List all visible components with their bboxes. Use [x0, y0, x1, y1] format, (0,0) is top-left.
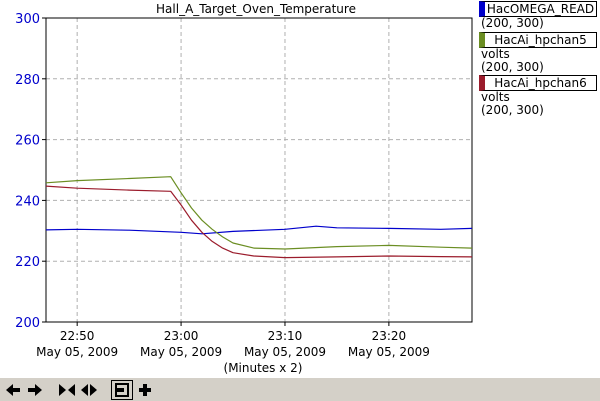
chart-title: Hall_A_Target_Oven_Temperature — [156, 2, 356, 16]
x-tick-date-label: May 05, 2009 — [140, 345, 222, 359]
x-tick-label: 23:10 — [268, 329, 303, 343]
x-tick-label: 23:20 — [372, 329, 407, 343]
arrow-left-icon[interactable] — [3, 381, 23, 399]
legend-label-omega: HacOMEGA_READ — [486, 2, 595, 16]
legend-item-hpchan6[interactable]: HacAi_hpchan6 — [479, 75, 597, 91]
legend-label-hpchan6: HacAi_hpchan6 — [494, 76, 587, 90]
legend-range-omega: (200, 300) — [481, 16, 544, 30]
x-tick-label: 23:00 — [164, 329, 199, 343]
add-icon[interactable] — [135, 381, 155, 399]
pointer-mode-icon[interactable] — [111, 379, 133, 400]
y-tick-label: 280 — [15, 73, 40, 88]
y-tick-label: 300 — [15, 12, 40, 27]
legend-range-hpchan6: (200, 300) — [481, 103, 544, 117]
legend-label-hpchan5: HacAi_hpchan5 — [494, 33, 587, 47]
series-line-HacAi_hpchan6 — [45, 185, 473, 259]
x-axis: 22:50 May 05, 2009 23:00 May 05, 2009 23:10 M… — [36, 322, 430, 359]
zoom-in-x-icon[interactable] — [57, 381, 77, 399]
legend-range-hpchan5: (200, 300) — [481, 60, 544, 74]
x-tick-date-label: May 05, 2009 — [348, 345, 430, 359]
series-line-HacAi_hpchan5 — [45, 176, 473, 250]
y-tick-label: 220 — [15, 255, 40, 270]
grid — [46, 18, 472, 322]
y-tick-label: 200 — [15, 316, 40, 331]
x-tick-label: 22:50 — [60, 329, 95, 343]
y-tick-label: 260 — [15, 134, 40, 149]
arrow-right-icon[interactable] — [25, 381, 45, 399]
toolbar — [0, 377, 600, 401]
series-line-HacOMEGA_READ — [45, 225, 473, 235]
plot-frame — [45, 17, 473, 323]
x-tick-date-label: May 05, 2009 — [36, 345, 118, 359]
x-tick-date-label: May 05, 2009 — [244, 345, 326, 359]
legend-units-hpchan5: volts — [481, 47, 510, 61]
series-layer — [45, 176, 473, 259]
legend-units-hpchan6: volts — [481, 90, 510, 104]
x-axis-label: (Minutes x 2) — [224, 361, 303, 375]
zoom-out-x-icon[interactable] — [79, 381, 99, 399]
chart: 200 220 240 260 280 300 22:50 May 05, 2009 23:0… — [15, 2, 473, 375]
legend-item-omega[interactable]: HacOMEGA_READ — [479, 1, 597, 17]
y-tick-label: 240 — [15, 194, 40, 209]
y-axis: 200 220 240 260 280 300 — [15, 12, 46, 331]
legend-item-hpchan5[interactable]: HacAi_hpchan5 — [479, 32, 597, 48]
